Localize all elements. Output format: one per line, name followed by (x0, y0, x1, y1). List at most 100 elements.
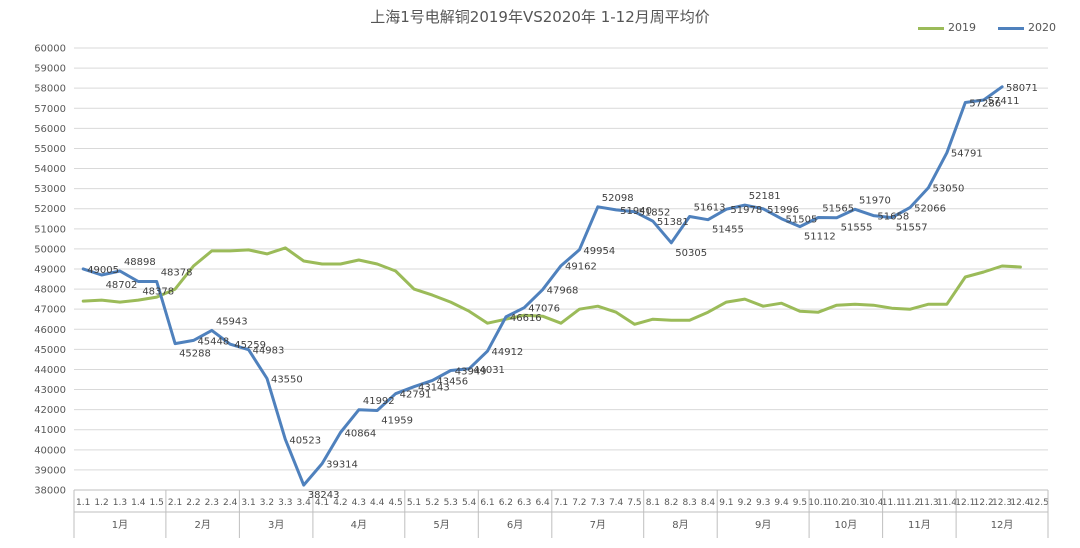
legend-item-2020: 2020 (998, 21, 1056, 34)
x-tick-label: 12.5 (1029, 498, 1049, 508)
y-tick-label: 46000 (34, 325, 66, 336)
x-tick-label: 8.3 (682, 498, 696, 508)
y-tick-label: 40000 (34, 445, 66, 456)
data-label: 45448 (197, 336, 229, 347)
y-tick-label: 55000 (34, 144, 66, 155)
legend-item-2019: 2019 (918, 21, 976, 34)
data-label: 49005 (87, 265, 119, 276)
x-tick-label: 10.2 (827, 498, 847, 508)
x-tick-label: 5.2 (425, 498, 439, 508)
y-tick-label: 49000 (34, 265, 66, 276)
legend-swatch-2019 (918, 26, 944, 30)
x-tick-label: 11.2 (900, 498, 920, 508)
month-label: 10月 (834, 519, 857, 531)
x-tick-label: 3.2 (260, 498, 274, 508)
data-label: 40523 (289, 435, 321, 446)
x-tick-label: 7.2 (572, 498, 586, 508)
y-tick-label: 58000 (34, 84, 66, 95)
data-label: 44983 (253, 346, 285, 357)
legend-label-2019: 2019 (948, 21, 976, 34)
data-label: 45259 (234, 340, 266, 351)
y-tick-label: 50000 (34, 244, 66, 255)
data-label: 49954 (583, 246, 615, 257)
data-label: 48898 (124, 257, 156, 268)
x-tick-label: 9.4 (774, 498, 789, 508)
data-label: 43550 (271, 374, 303, 385)
y-tick-label: 42000 (34, 405, 66, 416)
x-tick-label: 3.3 (278, 498, 292, 508)
x-tick-label: 2.3 (205, 498, 219, 508)
y-tick-label: 38000 (34, 486, 66, 497)
data-label: 44031 (473, 365, 505, 376)
month-label: 8月 (672, 519, 688, 531)
chart-title: 上海1号电解铜2019年VS2020年 1-12月周平均价 (370, 8, 710, 26)
data-label: 45288 (179, 349, 211, 360)
x-tick-label: 9.1 (719, 498, 733, 508)
data-label: 43456 (436, 376, 468, 387)
month-label: 2月 (194, 519, 210, 531)
x-tick-label: 1.1 (76, 498, 90, 508)
x-tick-label: 5.3 (444, 498, 458, 508)
data-label: 46616 (510, 313, 542, 324)
data-label: 57411 (988, 96, 1020, 107)
month-label: 4月 (351, 519, 367, 531)
data-label: 40864 (344, 428, 376, 439)
y-tick-label: 47000 (34, 305, 66, 316)
x-tick-label: 7.1 (554, 498, 568, 508)
y-tick-label: 43000 (34, 385, 66, 396)
month-label: 9月 (755, 519, 771, 531)
x-tick-label: 2.1 (168, 498, 182, 508)
x-tick-label: 6.2 (499, 498, 513, 508)
month-label: 1月 (112, 519, 128, 531)
data-label: 51978 (730, 205, 762, 216)
x-tick-label: 4.5 (388, 498, 402, 508)
y-tick-label: 41000 (34, 425, 66, 436)
legend-swatch-2020 (998, 26, 1024, 30)
data-label: 51555 (841, 223, 873, 234)
month-label: 6月 (507, 519, 523, 531)
x-tick-label: 11.4 (937, 498, 957, 508)
x-tick-label: 4.3 (352, 498, 366, 508)
x-tick-label: 8.1 (646, 498, 660, 508)
data-label: 48378 (161, 267, 193, 278)
x-tick-label: 5.1 (407, 498, 421, 508)
x-tick-label: 7.3 (591, 498, 605, 508)
data-label: 51112 (804, 232, 836, 243)
x-tick-label: 8.4 (701, 498, 716, 508)
y-tick-label: 53000 (34, 184, 66, 195)
x-tick-label: 11.1 (882, 498, 902, 508)
data-label: 52098 (602, 193, 634, 204)
x-tick-label: 2.4 (223, 498, 238, 508)
x-tick-label: 11.3 (919, 498, 939, 508)
data-label: 42791 (400, 390, 432, 401)
data-label: 41959 (381, 415, 413, 426)
data-label: 47968 (547, 286, 579, 297)
data-label: 43949 (455, 366, 487, 377)
y-tick-label: 39000 (34, 465, 66, 476)
month-label: 7月 (590, 519, 606, 531)
month-label: 12月 (991, 519, 1014, 531)
month-label: 5月 (433, 519, 449, 531)
x-tick-label: 4.4 (370, 498, 385, 508)
x-tick-label: 10.1 (808, 498, 828, 508)
data-label: 41992 (363, 396, 395, 407)
month-label: 3月 (268, 519, 284, 531)
data-label: 57286 (969, 99, 1001, 110)
data-label: 51613 (694, 203, 726, 214)
y-tick-label: 51000 (34, 224, 66, 235)
x-tick-label: 12.4 (1010, 498, 1030, 508)
data-label: 48702 (106, 280, 138, 291)
y-tick-label: 54000 (34, 164, 66, 175)
data-label: 51658 (877, 212, 909, 223)
data-label: 51455 (712, 225, 744, 236)
x-tick-label: 7.5 (627, 498, 641, 508)
x-tick-label: 6.3 (517, 498, 531, 508)
data-label: 48378 (142, 286, 174, 297)
x-tick-label: 6.4 (535, 498, 550, 508)
x-tick-label: 1.3 (113, 498, 127, 508)
data-label: 51381 (657, 217, 689, 228)
x-tick-label: 12.2 (974, 498, 994, 508)
x-tick-label: 5.4 (462, 498, 477, 508)
x-tick-label: 9.2 (738, 498, 752, 508)
